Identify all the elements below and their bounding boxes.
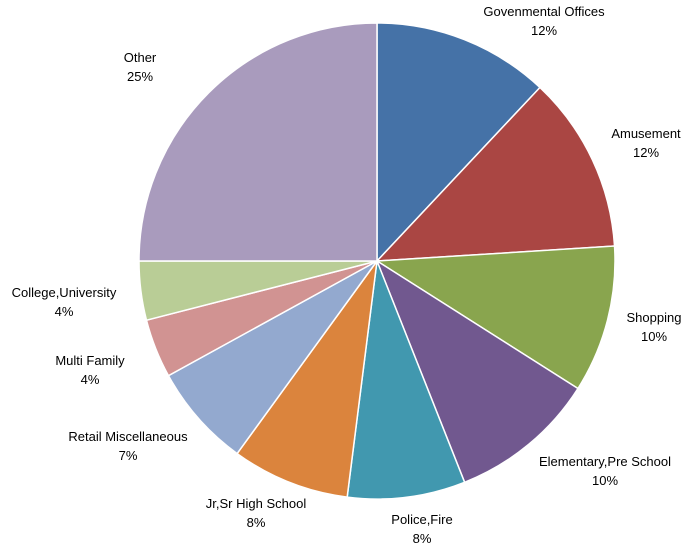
pie-slice-shopping xyxy=(374,245,616,390)
slice-label-police-fire: Police,Fire 8% xyxy=(391,512,452,546)
slice-label-percent: 7% xyxy=(119,448,138,463)
pie-slice-other xyxy=(138,22,378,262)
slice-label-name: Police,Fire xyxy=(391,512,452,527)
pie-labels: Govenmental Offices 12% Amusement 12% Shoppi… xyxy=(12,4,682,546)
pie-slices xyxy=(138,22,616,500)
slice-label-percent: 4% xyxy=(55,304,74,319)
pie-slice-amusement xyxy=(375,86,616,262)
slice-label-name: Multi Family xyxy=(55,353,125,368)
slice-label-other: Other 25% xyxy=(124,50,157,84)
slice-label-name: Amusement xyxy=(611,126,681,141)
slice-label-percent: 12% xyxy=(633,145,659,160)
slice-label-percent: 10% xyxy=(641,329,667,344)
slice-label-percent: 10% xyxy=(592,473,618,488)
slice-label-percent: 8% xyxy=(413,531,432,546)
slice-label-percent: 25% xyxy=(127,69,153,84)
slice-label-govenmental-offices: Govenmental Offices 12% xyxy=(483,4,605,38)
slice-label-name: Shopping xyxy=(627,310,682,325)
slice-label-amusement: Amusement 12% xyxy=(611,126,681,160)
pie-slice-elementary-pre-school xyxy=(375,259,579,484)
slice-label-jr-sr-high-school: Jr,Sr High School 8% xyxy=(206,496,307,530)
slice-label-name: College,University xyxy=(12,285,117,300)
slice-label-retail-miscellaneous: Retail Miscellaneous 7% xyxy=(68,429,188,463)
slice-label-name: Govenmental Offices xyxy=(483,4,605,19)
slice-label-name: Retail Miscellaneous xyxy=(68,429,188,444)
slice-label-percent: 12% xyxy=(531,23,557,38)
slice-label-percent: 8% xyxy=(247,515,266,530)
slice-label-name: Other xyxy=(124,50,157,65)
slice-label-elementary-pre-school: Elementary,Pre School 10% xyxy=(539,454,671,488)
slice-label-percent: 4% xyxy=(81,372,100,387)
slice-label-shopping: Shopping 10% xyxy=(627,310,682,344)
pie-slice-govenmental-offices xyxy=(376,22,541,263)
slice-label-college-university: College,University 4% xyxy=(12,285,117,319)
slice-label-name: Jr,Sr High School xyxy=(206,496,307,511)
slice-label-multi-family: Multi Family 4% xyxy=(55,353,125,387)
slice-label-name: Elementary,Pre School xyxy=(539,454,671,469)
pie-slice-jr-sr-high-school xyxy=(236,260,378,498)
pie-slice-retail-miscellaneous xyxy=(167,260,378,455)
pie-slice-police-fire xyxy=(346,260,466,500)
